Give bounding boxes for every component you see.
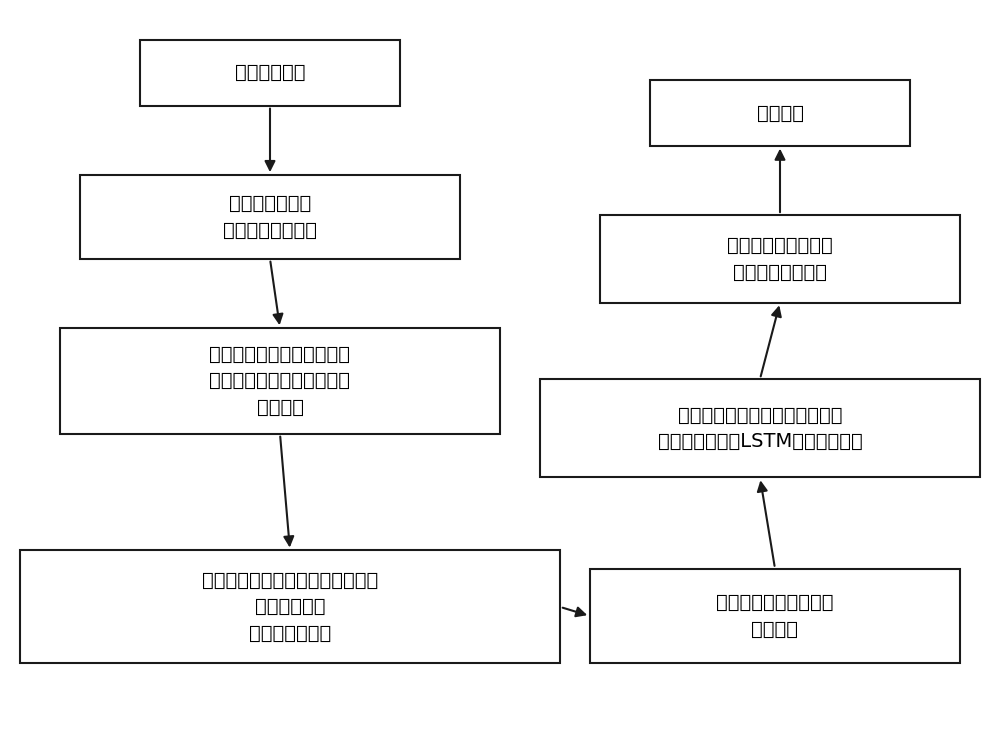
Bar bbox=[60, 328, 500, 434]
Bar bbox=[80, 175, 460, 259]
Text: 冠脉造影视频: 冠脉造影视频 bbox=[235, 63, 305, 82]
Text: 将特征序列输入编解码注意力模块
经编码和解码
生成注意力权重: 将特征序列输入编解码注意力模块 经编码和解码 生成注意力权重 bbox=[202, 571, 378, 643]
Text: 检测结果: 检测结果 bbox=[757, 104, 804, 122]
Bar bbox=[590, 569, 960, 663]
Bar bbox=[600, 215, 960, 303]
Text: 分类模块中全连接层
根据时空特征分类: 分类模块中全连接层 根据时空特征分类 bbox=[727, 236, 833, 281]
Bar bbox=[140, 40, 400, 106]
Text: 将特征序列和加权特征序列输入
分类模块中卷积LSTM得到时空特征: 将特征序列和加权特征序列输入 分类模块中卷积LSTM得到时空特征 bbox=[658, 405, 862, 451]
Text: 以张量形式读取
并进行归一化处理: 以张量形式读取 并进行归一化处理 bbox=[223, 194, 317, 240]
Bar bbox=[20, 550, 560, 663]
Bar bbox=[650, 80, 910, 146]
Text: 使用注意力权重对特征
序列加权: 使用注意力权重对特征 序列加权 bbox=[716, 593, 834, 639]
Bar bbox=[540, 379, 980, 477]
Text: 卷积神经网络模块对每一视
频帧提取特征序列，降低特
征分辨率: 卷积神经网络模块对每一视 频帧提取特征序列，降低特 征分辨率 bbox=[210, 345, 351, 417]
